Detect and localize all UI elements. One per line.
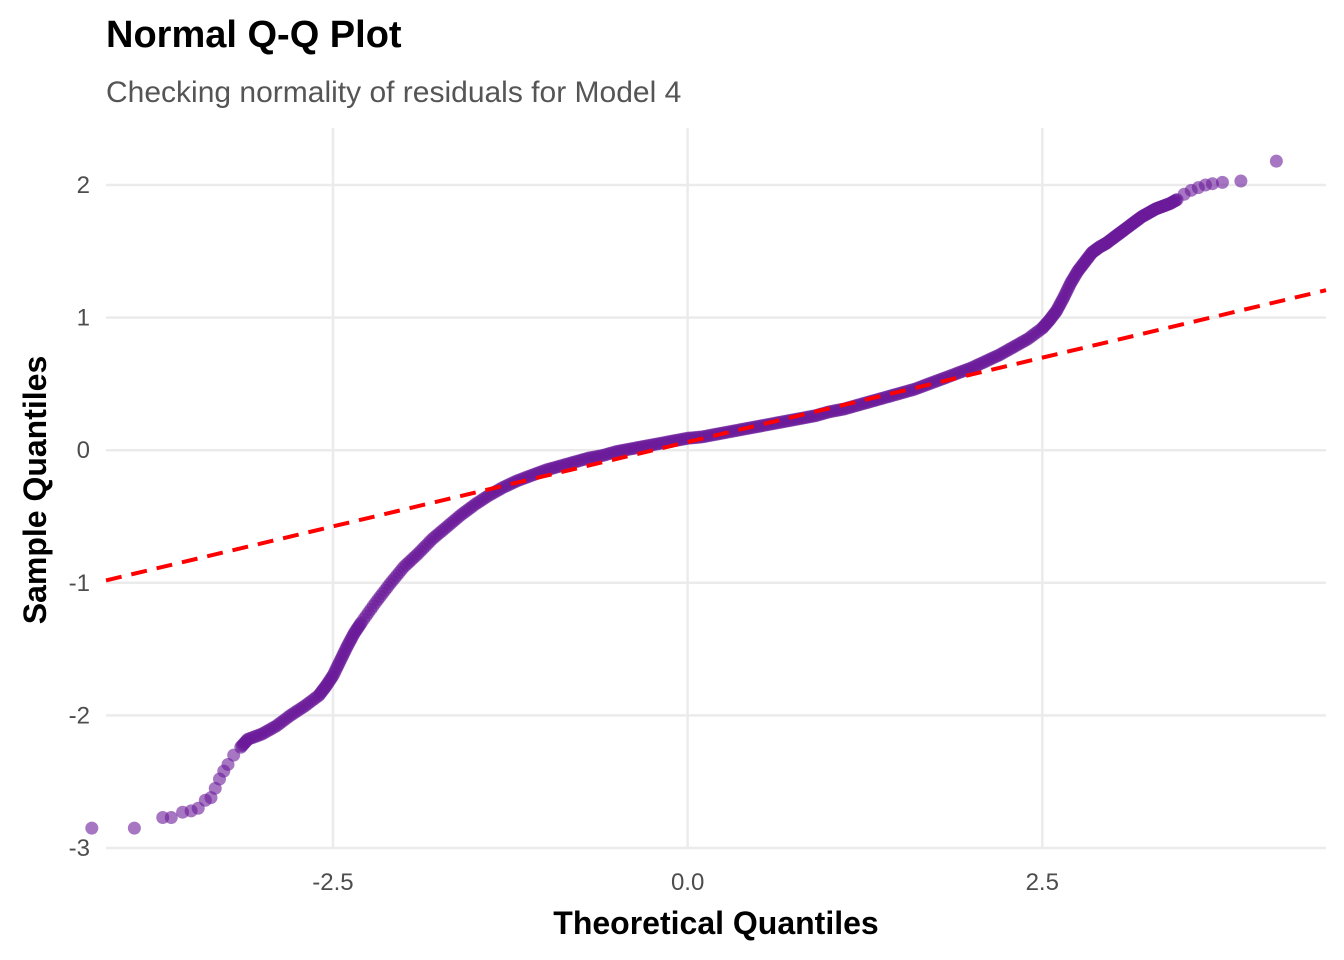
y-tick-label: 2 bbox=[77, 172, 90, 199]
y-tick-label: -2 bbox=[69, 702, 90, 729]
data-point bbox=[1234, 174, 1248, 188]
y-tick-label: 0 bbox=[77, 437, 90, 464]
x-axis-title: Theoretical Quantiles bbox=[553, 905, 878, 941]
data-point bbox=[164, 811, 178, 825]
y-tick-label: -3 bbox=[69, 835, 90, 862]
data-point bbox=[1206, 177, 1220, 191]
y-tick-label: -1 bbox=[69, 570, 90, 597]
data-point bbox=[221, 757, 235, 771]
x-tick-label: 2.5 bbox=[1026, 869, 1059, 896]
x-tick-label: -2.5 bbox=[312, 869, 353, 896]
data-points bbox=[85, 154, 1283, 835]
chart-subtitle: Checking normality of residuals for Mode… bbox=[106, 76, 682, 109]
reference-line-group bbox=[105, 288, 1327, 583]
grid-lines bbox=[106, 128, 1326, 850]
x-tick-label: 0.0 bbox=[671, 869, 704, 896]
data-point bbox=[85, 821, 99, 835]
y-tick-label: 1 bbox=[77, 305, 90, 332]
data-point bbox=[1215, 175, 1229, 189]
reference-line bbox=[105, 288, 1327, 583]
tick-labels: -2.5 0.0 2.5 -3 -2 -1 0 1 2 bbox=[69, 172, 1059, 896]
data-point bbox=[127, 821, 141, 835]
y-axis-title: Sample Quantiles bbox=[17, 356, 53, 625]
data-point bbox=[1269, 154, 1283, 168]
chart-title: Normal Q-Q Plot bbox=[106, 14, 402, 56]
